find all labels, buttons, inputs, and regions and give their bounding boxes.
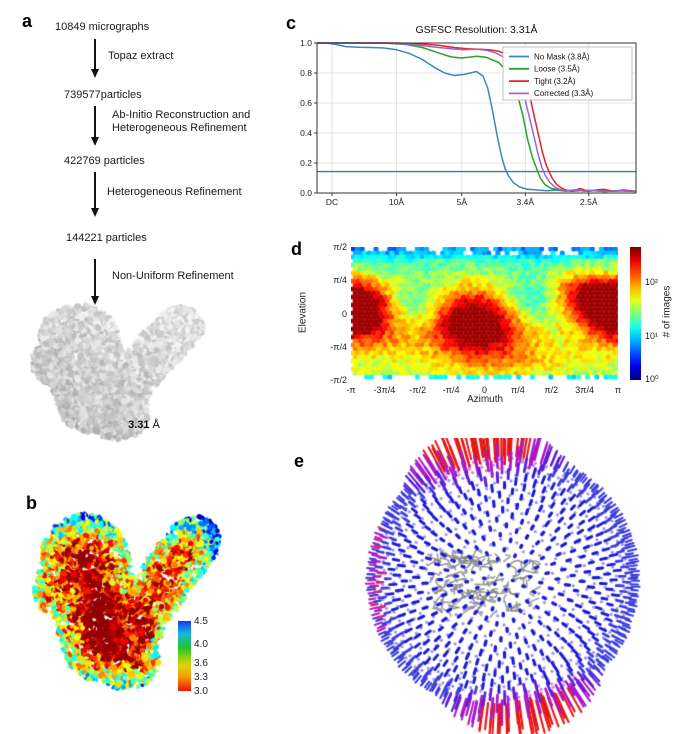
flow-arrow-2 — [90, 106, 99, 146]
elevation-tick-label: π/4 — [333, 275, 347, 286]
chart-title: GSFSC Resolution: 3.31Å — [416, 23, 538, 36]
flow-arrow-4 — [90, 259, 99, 305]
flow-node-particles-3: 144221 particles — [66, 232, 147, 244]
x-tick-label: 5Å — [457, 197, 468, 207]
image-count-colorbar — [630, 247, 641, 380]
density-map-gray-canvas — [24, 302, 206, 452]
elevation-tick-label: -π/2 — [330, 375, 347, 385]
y-tick-label: 0.4 — [300, 128, 312, 138]
gsfsc-chart: 0.0 0.2 0.4 0.6 0.8 1.0 DC 10Å 5Å 3.4Å 2.5Å GSFSC R… — [300, 23, 637, 207]
local-resolution-map-canvas — [26, 510, 222, 706]
x-tick-label: 2.5Å — [580, 197, 598, 207]
map-resolution-value: 3.31 — [128, 419, 150, 431]
flow-step-hetero: Heterogeneous Refinement — [107, 186, 242, 198]
azimuth-tick-label: π/4 — [511, 385, 525, 395]
image-count-tick-label: 10² — [645, 276, 659, 287]
resolution-tick-label: 4.5 — [194, 616, 208, 627]
flow-step-topaz: Topaz extract — [108, 50, 174, 62]
flow-node-micrographs: 10849 micrographs — [55, 21, 150, 33]
orientation-heatmap-canvas — [351, 247, 618, 380]
x-tick-label: 10Å — [389, 197, 404, 207]
flow-step-abinitio-line2: Heterogeneous Refinement — [112, 122, 247, 134]
plot-frame — [316, 42, 637, 194]
resolution-tick-label: 3.3 — [194, 672, 208, 683]
map-resolution-caption: 3.31 Å — [84, 419, 204, 431]
fsc-curve-3 — [317, 42, 637, 193]
x-tick-label: 3.4Å — [517, 197, 535, 207]
panel-label-a: a — [22, 11, 33, 31]
elevation-axis-label: Elevation — [297, 291, 309, 334]
legend-label: Tight (3.2Å) — [534, 77, 576, 86]
image-count-tick-label: 10¹ — [645, 330, 659, 341]
azimuth-tick-label: 0 — [481, 385, 487, 395]
panel-label-c: c — [286, 13, 297, 33]
azimuth-tick-label: 3π/4 — [575, 385, 594, 395]
elevation-tick-label: π/2 — [333, 242, 347, 252]
flow-step-nonuniform: Non-Uniform Refinement — [112, 270, 234, 282]
azimuth-tick-label: π — [614, 385, 622, 395]
legend-label: Corrected (3.3Å) — [534, 89, 593, 98]
panel-label-b: b — [26, 493, 37, 513]
x-tick-label: DC — [326, 197, 338, 207]
legend-label: No Mask (3.8Å) — [534, 52, 590, 61]
y-tick-label: 0.6 — [300, 98, 312, 108]
flow-node-particles-1: 739577particles — [64, 89, 142, 101]
flow-node-particles-2: 422769 particles — [64, 155, 145, 167]
y-tick-label: 0.8 — [300, 68, 312, 78]
resolution-colorbar — [178, 621, 191, 691]
image-count-colorbar-label: # of images — [661, 285, 673, 338]
azimuth-axis-label: Azimuth — [466, 394, 504, 405]
elevation-tick-label: -π/4 — [330, 341, 347, 352]
azimuth-tick-label: -π/4 — [442, 385, 460, 395]
legend-label: Loose (3.5Å) — [534, 65, 580, 74]
resolution-tick-label: 3.0 — [194, 686, 208, 697]
image-count-tick-label: 10⁰ — [645, 374, 659, 384]
flow-arrow-3 — [90, 172, 99, 217]
flow-arrow-1 — [90, 39, 99, 78]
y-tick-label: 1.0 — [300, 38, 312, 48]
elevation-tick-label: 0 — [341, 308, 347, 319]
panel-label-d: d — [291, 239, 302, 259]
resolution-tick-label: 3.6 — [194, 658, 208, 669]
resolution-tick-label: 4.0 — [194, 639, 208, 651]
panel-label-e: e — [294, 451, 305, 471]
angular-distribution-sphere-canvas — [340, 438, 676, 734]
azimuth-tick-label: -π — [346, 385, 356, 395]
map-resolution-unit: Å — [149, 419, 160, 431]
y-tick-label: 0.2 — [300, 158, 312, 168]
y-tick-label: 0.0 — [300, 188, 312, 198]
flow-step-abinitio-line1: Ab-Initio Reconstruction and — [112, 109, 251, 121]
azimuth-tick-label: -π/2 — [409, 385, 427, 395]
azimuth-tick-label: -3π/4 — [373, 385, 396, 395]
azimuth-tick-label: π/2 — [544, 385, 559, 395]
